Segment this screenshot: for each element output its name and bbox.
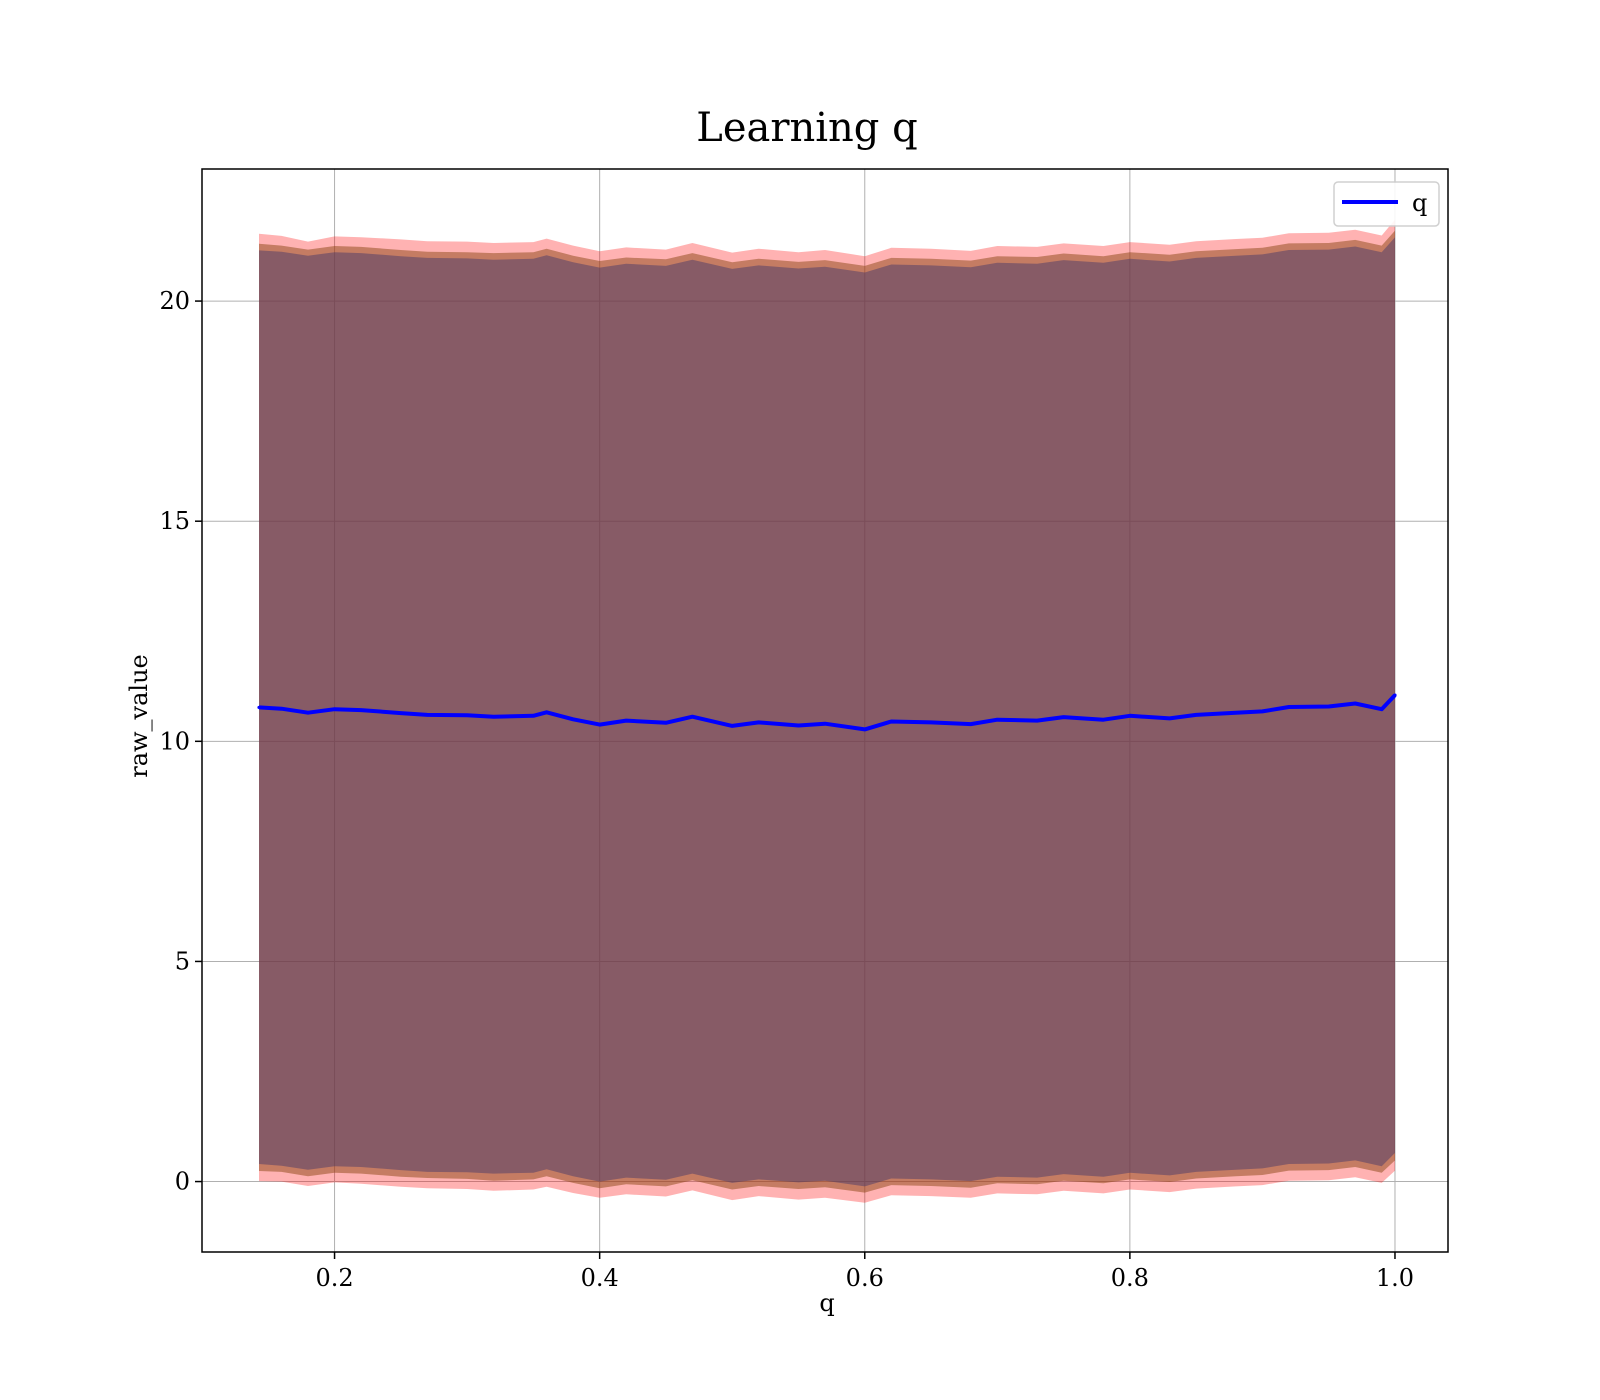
data-point (1194, 713, 1198, 717)
data-point (624, 719, 628, 723)
axes-frame (201, 168, 1449, 1253)
legend: q (1333, 181, 1440, 227)
legend-label-q: q (1412, 189, 1427, 217)
data-point (465, 713, 469, 717)
data-point (1035, 719, 1039, 723)
confidence-band-3 (259, 237, 1395, 1187)
data-point (425, 713, 429, 717)
data-point (1128, 714, 1132, 718)
data-point (399, 711, 403, 715)
chart-title: Learning q (696, 105, 917, 151)
x-tick-label: 0.2 (315, 1264, 353, 1292)
plot-area: 0.2 0.4 0.6 0.8 1.0 0 5 10 15 20 (159, 168, 1449, 1292)
series-line-q (258, 693, 1397, 732)
data-point (531, 714, 535, 718)
data-point (1234, 711, 1238, 715)
y-tick-label: 20 (159, 287, 190, 315)
data-point (332, 707, 337, 711)
data-point (863, 727, 867, 732)
data-point (1393, 693, 1397, 697)
data-point (306, 711, 310, 715)
x-tick-label: 0.6 (846, 1264, 884, 1292)
data-point (1168, 716, 1172, 721)
data-point (1287, 705, 1291, 709)
y-tick-label: 5 (175, 947, 190, 975)
data-point (545, 710, 549, 714)
data-point (796, 723, 801, 728)
data-point (1101, 718, 1105, 722)
data-point (492, 715, 496, 719)
data-point (929, 720, 933, 724)
data-point (1327, 704, 1331, 709)
data-point (359, 708, 363, 712)
x-tick-label: 0.4 (581, 1264, 619, 1292)
y-tick-label: 0 (175, 1168, 190, 1196)
data-point (1353, 701, 1357, 706)
y-axis-label: raw_value (125, 654, 153, 778)
data-point (1260, 709, 1265, 713)
y-tick-label: 10 (159, 727, 190, 755)
data-point (1380, 707, 1384, 711)
y-tick-label: 15 (159, 507, 190, 535)
data-point (571, 717, 575, 721)
data-point (969, 722, 973, 726)
x-axis-label: q (819, 1289, 834, 1317)
data-point (1061, 715, 1066, 719)
data-point (889, 719, 893, 724)
data-point (730, 724, 734, 728)
data-point (279, 707, 284, 711)
x-tick-label: 1.0 (1376, 1264, 1414, 1292)
data-point (995, 718, 999, 722)
data-point (690, 715, 695, 719)
x-tick-label: 0.8 (1111, 1264, 1149, 1292)
data-point (757, 720, 761, 724)
data-point (823, 722, 827, 726)
data-point (598, 722, 602, 727)
data-point (664, 721, 668, 725)
data-point (257, 705, 261, 710)
